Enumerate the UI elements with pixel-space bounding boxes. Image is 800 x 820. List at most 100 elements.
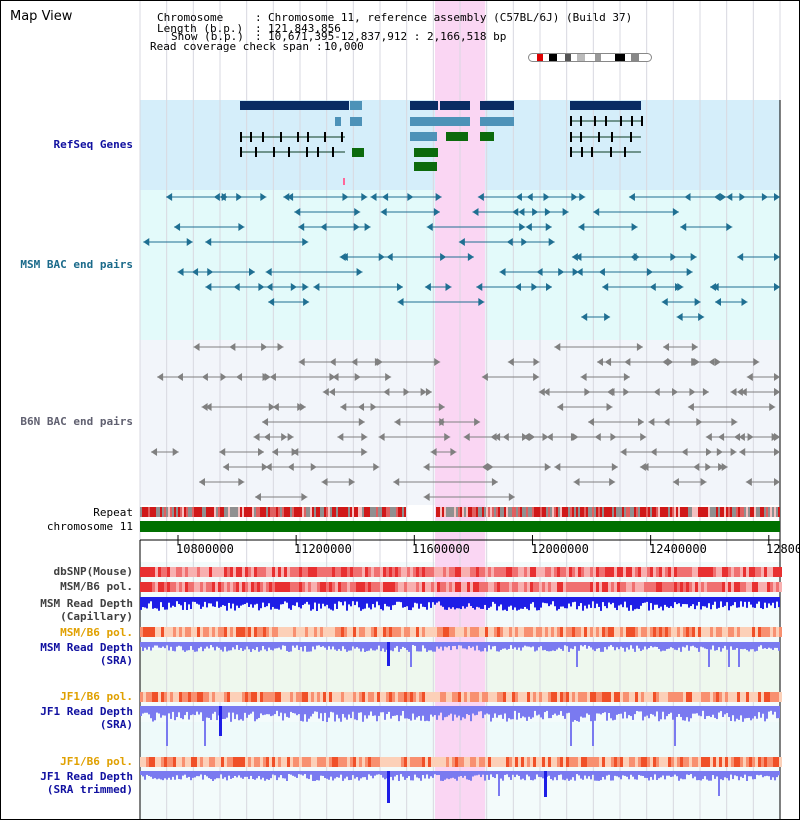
jf1-b6-pol-density [377, 692, 380, 702]
jf1-trim-depth [198, 771, 200, 777]
jf1-trim-depth [346, 771, 348, 777]
track-label-msm-b6-pol[interactable]: MSM/B6 pol. [60, 580, 133, 593]
repeat-block [150, 507, 152, 517]
jf1-trim-depth [762, 771, 764, 778]
track-label-b6n-bac[interactable]: B6N BAC end pairs [20, 415, 133, 428]
track-label-msm-bac[interactable]: MSM BAC end pairs [20, 258, 133, 271]
msm-b6-pol-sra-density [236, 627, 239, 637]
msm-b6-pol-sra-density [749, 627, 752, 637]
jf1-trim-depth [342, 771, 344, 781]
msm-capillary-depth [694, 597, 696, 610]
msm-capillary-depth [752, 597, 754, 608]
jf1-sra-depth [466, 706, 468, 715]
msm-b6-pol-density [581, 582, 584, 592]
track-label-jf1-depth-trim[interactable]: JF1 Read Depth [40, 770, 133, 783]
msm-b6-pol-density [629, 582, 632, 592]
track-label-msm-depth-capillary[interactable]: MSM Read Depth [40, 597, 133, 610]
msm-bac-pair-end [532, 208, 539, 216]
msm-sra-depth [526, 642, 528, 647]
dbsnp-density [656, 567, 659, 577]
dbsnp-density [395, 567, 398, 577]
msm-capillary-depth [528, 597, 530, 611]
b6n-bac-pair-end [423, 463, 430, 471]
msm-b6-pol-density [194, 582, 197, 592]
jf1-sra-depth [186, 706, 188, 712]
jf1-sra-depth [178, 706, 180, 713]
track-label-msm-b6-pol-sra[interactable]: MSM/B6 pol. [60, 626, 133, 639]
msm-capillary-depth [644, 597, 646, 603]
chromosome-ideogram[interactable] [528, 53, 652, 62]
msm-capillary-depth [282, 597, 284, 605]
msm-sra-depth [592, 642, 594, 650]
track-label-refseq[interactable]: RefSeq Genes [53, 138, 133, 151]
b6n-bac-pair-end [287, 433, 294, 441]
msm-capillary-depth [466, 597, 468, 607]
track-label-jf1-b6-pol-trim[interactable]: JF1/B6 pol. [60, 755, 133, 768]
repeat-block [642, 507, 644, 517]
msm-b6-pol-sra-density [512, 627, 515, 637]
jf1-sra-depth [182, 706, 184, 720]
repeat-block [672, 507, 674, 517]
msm-b6-pol-density [386, 582, 389, 592]
b6n-bac-pair-end [687, 403, 694, 411]
jf1-trim-depth [492, 771, 494, 778]
track-label-msm-depth-sra[interactable]: MSM Read Depth [40, 641, 133, 654]
msm-b6-pol-sra-density [458, 627, 461, 637]
track-label-chromosome[interactable]: chromosome 11 [46, 520, 133, 533]
msm-b6-pol-density [650, 582, 653, 592]
jf1-b6-pol-density [404, 692, 407, 702]
jf1-b6-pol-trim-density [563, 757, 566, 767]
jf1-b6-pol-density [650, 692, 653, 702]
b6n-bac-pair-end [580, 373, 587, 381]
jf1-sra-depth [730, 706, 732, 721]
track-label-dbsnp[interactable]: dbSNP(Mouse) [53, 565, 133, 578]
jf1-sra-depth [460, 706, 462, 721]
repeat-block [716, 507, 718, 517]
jf1-sra-depth [624, 706, 626, 712]
jf1-sra-depth [254, 706, 256, 722]
b6n-bac-pair-end [718, 463, 725, 471]
msm-sra-depth [238, 642, 240, 650]
msm-b6-pol-sra-density [338, 627, 341, 637]
dbsnp-density [221, 567, 224, 577]
msm-b6-pol-sra-density [632, 627, 635, 637]
dbsnp-density [356, 567, 359, 577]
jf1-b6-pol-trim-density [275, 757, 278, 767]
dbsnp-density [509, 567, 512, 577]
jf1-sra-depth [190, 706, 192, 716]
msm-b6-pol-density [209, 582, 212, 592]
repeat-block [600, 507, 602, 517]
msm-capillary-depth [666, 597, 668, 607]
track-label-repeat[interactable]: Repeat [93, 506, 133, 519]
msm-capillary-depth [302, 597, 304, 606]
jf1-sra-depth [742, 706, 744, 722]
msm-b6-pol-density [407, 582, 410, 592]
jf1-b6-pol-trim-density [149, 757, 152, 767]
msm-b6-pol-density [266, 582, 269, 592]
b6n-bac-pair-end [714, 358, 721, 366]
jf1-sra-depth [400, 706, 402, 716]
msm-sra-depth [332, 642, 334, 647]
msm-b6-pol-density [242, 582, 245, 592]
repeat-block [772, 507, 774, 517]
jf1-b6-pol-trim-density [242, 757, 245, 767]
jf1-b6-pol-trim-density [557, 757, 560, 767]
jf1-sra-depth [776, 706, 778, 719]
b6n-bac-pair-end [481, 463, 488, 471]
jf1-b6-pol-trim-density [335, 757, 338, 767]
msm-sra-depth [248, 642, 250, 650]
repeat-block [374, 507, 376, 517]
msm-sra-depth-spike [387, 642, 390, 666]
msm-b6-pol-sra-density [287, 627, 290, 637]
msm-sra-depth [142, 642, 144, 651]
msm-sra-depth [628, 642, 630, 650]
dbsnp-density [200, 567, 203, 577]
track-label-jf1-b6-pol[interactable]: JF1/B6 pol. [60, 690, 133, 703]
msm-capillary-depth [278, 597, 280, 610]
msm-b6-pol-sra-density [374, 627, 377, 637]
jf1-sra-depth [370, 706, 372, 712]
track-label-jf1-depth[interactable]: JF1 Read Depth [40, 705, 133, 718]
dbsnp-density [341, 567, 344, 577]
jf1-b6-pol-trim-density [749, 757, 752, 767]
jf1-trim-depth [632, 771, 634, 777]
